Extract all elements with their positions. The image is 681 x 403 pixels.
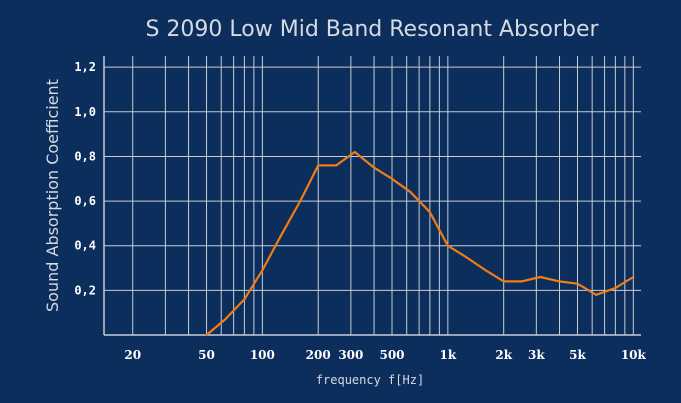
series-layer: [205, 150, 635, 337]
x-tick-label: 10k: [621, 348, 647, 362]
data-point: [373, 166, 376, 169]
data-point: [205, 334, 208, 336]
data-point: [595, 293, 598, 296]
x-tick-label: 3k: [528, 348, 545, 362]
y-tick-label: 1,2: [74, 60, 96, 74]
data-point: [428, 211, 431, 214]
data-point: [409, 191, 412, 194]
y-tick-labels: 0,2 0,4 0,6 0,8 1,0 1,2: [74, 60, 96, 297]
data-point: [317, 164, 320, 167]
y-tick-label: 0,2: [74, 283, 96, 297]
data-point: [576, 282, 579, 285]
data-point: [632, 275, 635, 278]
data-point: [391, 177, 394, 180]
y-tick-label: 0,6: [74, 194, 96, 208]
x-tick-label: 1k: [440, 348, 457, 362]
data-point: [539, 275, 542, 278]
minor-grid: [164, 56, 626, 335]
plot-frame: [103, 56, 641, 336]
data-point: [464, 255, 467, 258]
x-tick-label: 500: [379, 348, 404, 362]
data-point: [279, 235, 282, 238]
x-tick-labels: 20 50 100 200 300 500 1k 2k 3k 5k 10k: [124, 348, 646, 362]
x-tick-label: 5k: [569, 348, 586, 362]
y-tick-label: 1,0: [74, 105, 96, 119]
data-point: [484, 269, 487, 272]
x-tick-label: 100: [250, 348, 275, 362]
data-point: [224, 318, 227, 321]
data-point: [353, 150, 356, 153]
data-point: [558, 280, 561, 283]
data-point: [243, 298, 246, 301]
x-tick-label: 300: [338, 348, 363, 362]
series-line: [205, 150, 635, 337]
data-point: [520, 280, 523, 283]
data-point: [261, 269, 264, 272]
data-point: [502, 280, 505, 283]
y-tick-label: 0,8: [74, 149, 96, 163]
x-tick-label: 50: [198, 348, 215, 362]
data-point: [614, 287, 617, 290]
x-tick-label: 2k: [495, 348, 512, 362]
data-point: [335, 164, 338, 167]
x-tick-label: 200: [306, 348, 331, 362]
y-tick-label: 0,4: [74, 239, 96, 253]
major-grid: [104, 56, 641, 335]
y-axis-label: Sound Absorption Coefficient: [43, 79, 62, 312]
data-point: [446, 244, 449, 247]
data-point: [299, 200, 302, 203]
chart-title: S 2090 Low Mid Band Resonant Absorber: [145, 17, 599, 42]
x-axis-label: frequency f[Hz]: [316, 373, 424, 387]
x-tick-label: 20: [124, 348, 141, 362]
